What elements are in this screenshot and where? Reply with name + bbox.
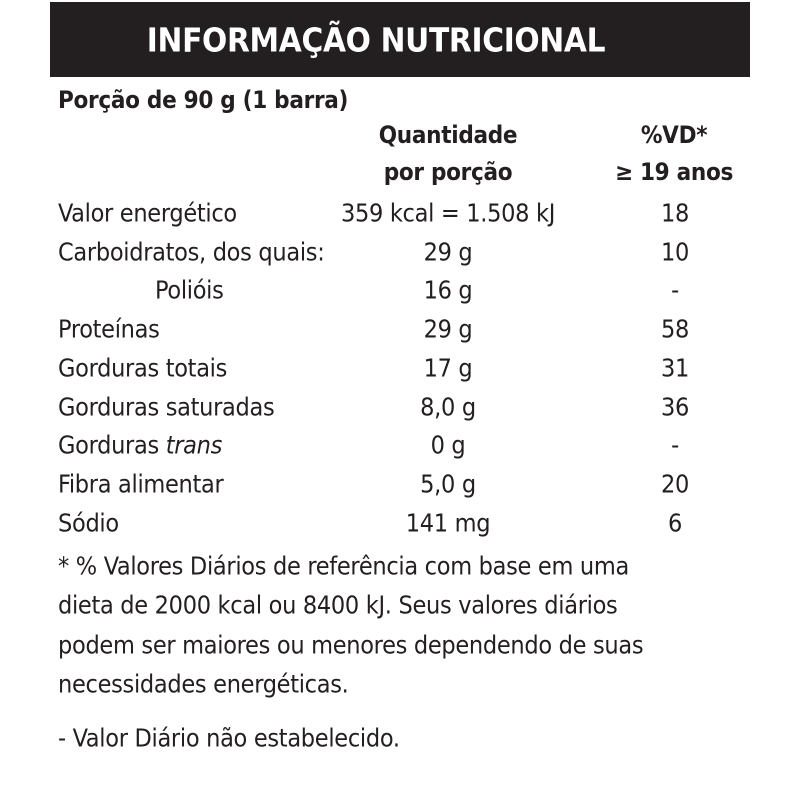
daily-value: 58	[660, 314, 690, 344]
row-label: Gorduras trans	[58, 433, 222, 458]
label-text: Polióis	[155, 275, 224, 305]
footnote-line: * % Valores Diários de referência com ba…	[58, 551, 629, 581]
column-header: ≥ 19 anos	[614, 158, 734, 186]
serving: Porção de 90 g (1 barra)	[58, 86, 349, 114]
column-header: %VD*	[640, 121, 708, 149]
label-text: Gorduras	[58, 430, 159, 460]
amount: 359 kcal = 1.508 kJ	[340, 198, 556, 228]
label-text: Fibra alimentar	[58, 469, 224, 499]
daily-value: 10	[660, 237, 690, 267]
label-text: Gorduras saturadas	[58, 392, 275, 421]
daily-value: 31	[660, 353, 690, 383]
daily-value: 20	[660, 469, 690, 499]
daily-value: -	[671, 430, 679, 460]
amount: 29 g	[423, 314, 473, 344]
amount: 29 g	[423, 237, 473, 267]
amount: 0 g	[430, 430, 466, 460]
column-header: Quantidade	[378, 121, 518, 149]
row-label: Polióis	[155, 278, 224, 303]
label-text: Carboidratos, dos quais:	[58, 237, 325, 267]
row-label: Gorduras totais	[58, 355, 227, 380]
daily-value: 18	[660, 198, 690, 228]
label-italic: trans	[165, 430, 223, 460]
footnote-line: necessidades energéticas.	[58, 669, 349, 699]
row-label: Carboidratos, dos quais:	[58, 237, 325, 267]
label-text: Gorduras totais	[58, 353, 228, 383]
row-label: Fibra alimentar	[58, 469, 224, 499]
label-text: Proteínas	[58, 314, 160, 344]
amount: 8,0 g	[420, 392, 476, 421]
amount: 17 g	[423, 353, 473, 383]
label-text: Valor energético	[58, 198, 237, 228]
row-label: Sódio	[58, 510, 119, 535]
footnote-line: podem ser maiores ou menores dependendo …	[58, 630, 644, 660]
amount: 5,0 g	[420, 469, 476, 499]
row-label: Valor energético	[58, 201, 237, 226]
row-label: Gorduras saturadas	[58, 392, 275, 421]
amount: 141 mg	[405, 508, 491, 538]
header-bar	[50, 2, 750, 77]
daily-value: 6	[667, 508, 683, 538]
label-text: Sódio	[58, 508, 119, 538]
daily-value: 36	[660, 392, 690, 421]
column-header: por porção	[383, 158, 513, 186]
footnote-note: - Valor Diário não estabelecido.	[58, 723, 400, 753]
title: INFORMAÇÃO NUTRICIONAL	[146, 20, 606, 60]
footnote-line: dieta de 2000 kcal ou 8400 kJ. Seus valo…	[58, 590, 618, 620]
row-label: Proteínas	[58, 317, 160, 342]
daily-value: -	[671, 275, 679, 305]
amount: 16 g	[423, 275, 473, 305]
